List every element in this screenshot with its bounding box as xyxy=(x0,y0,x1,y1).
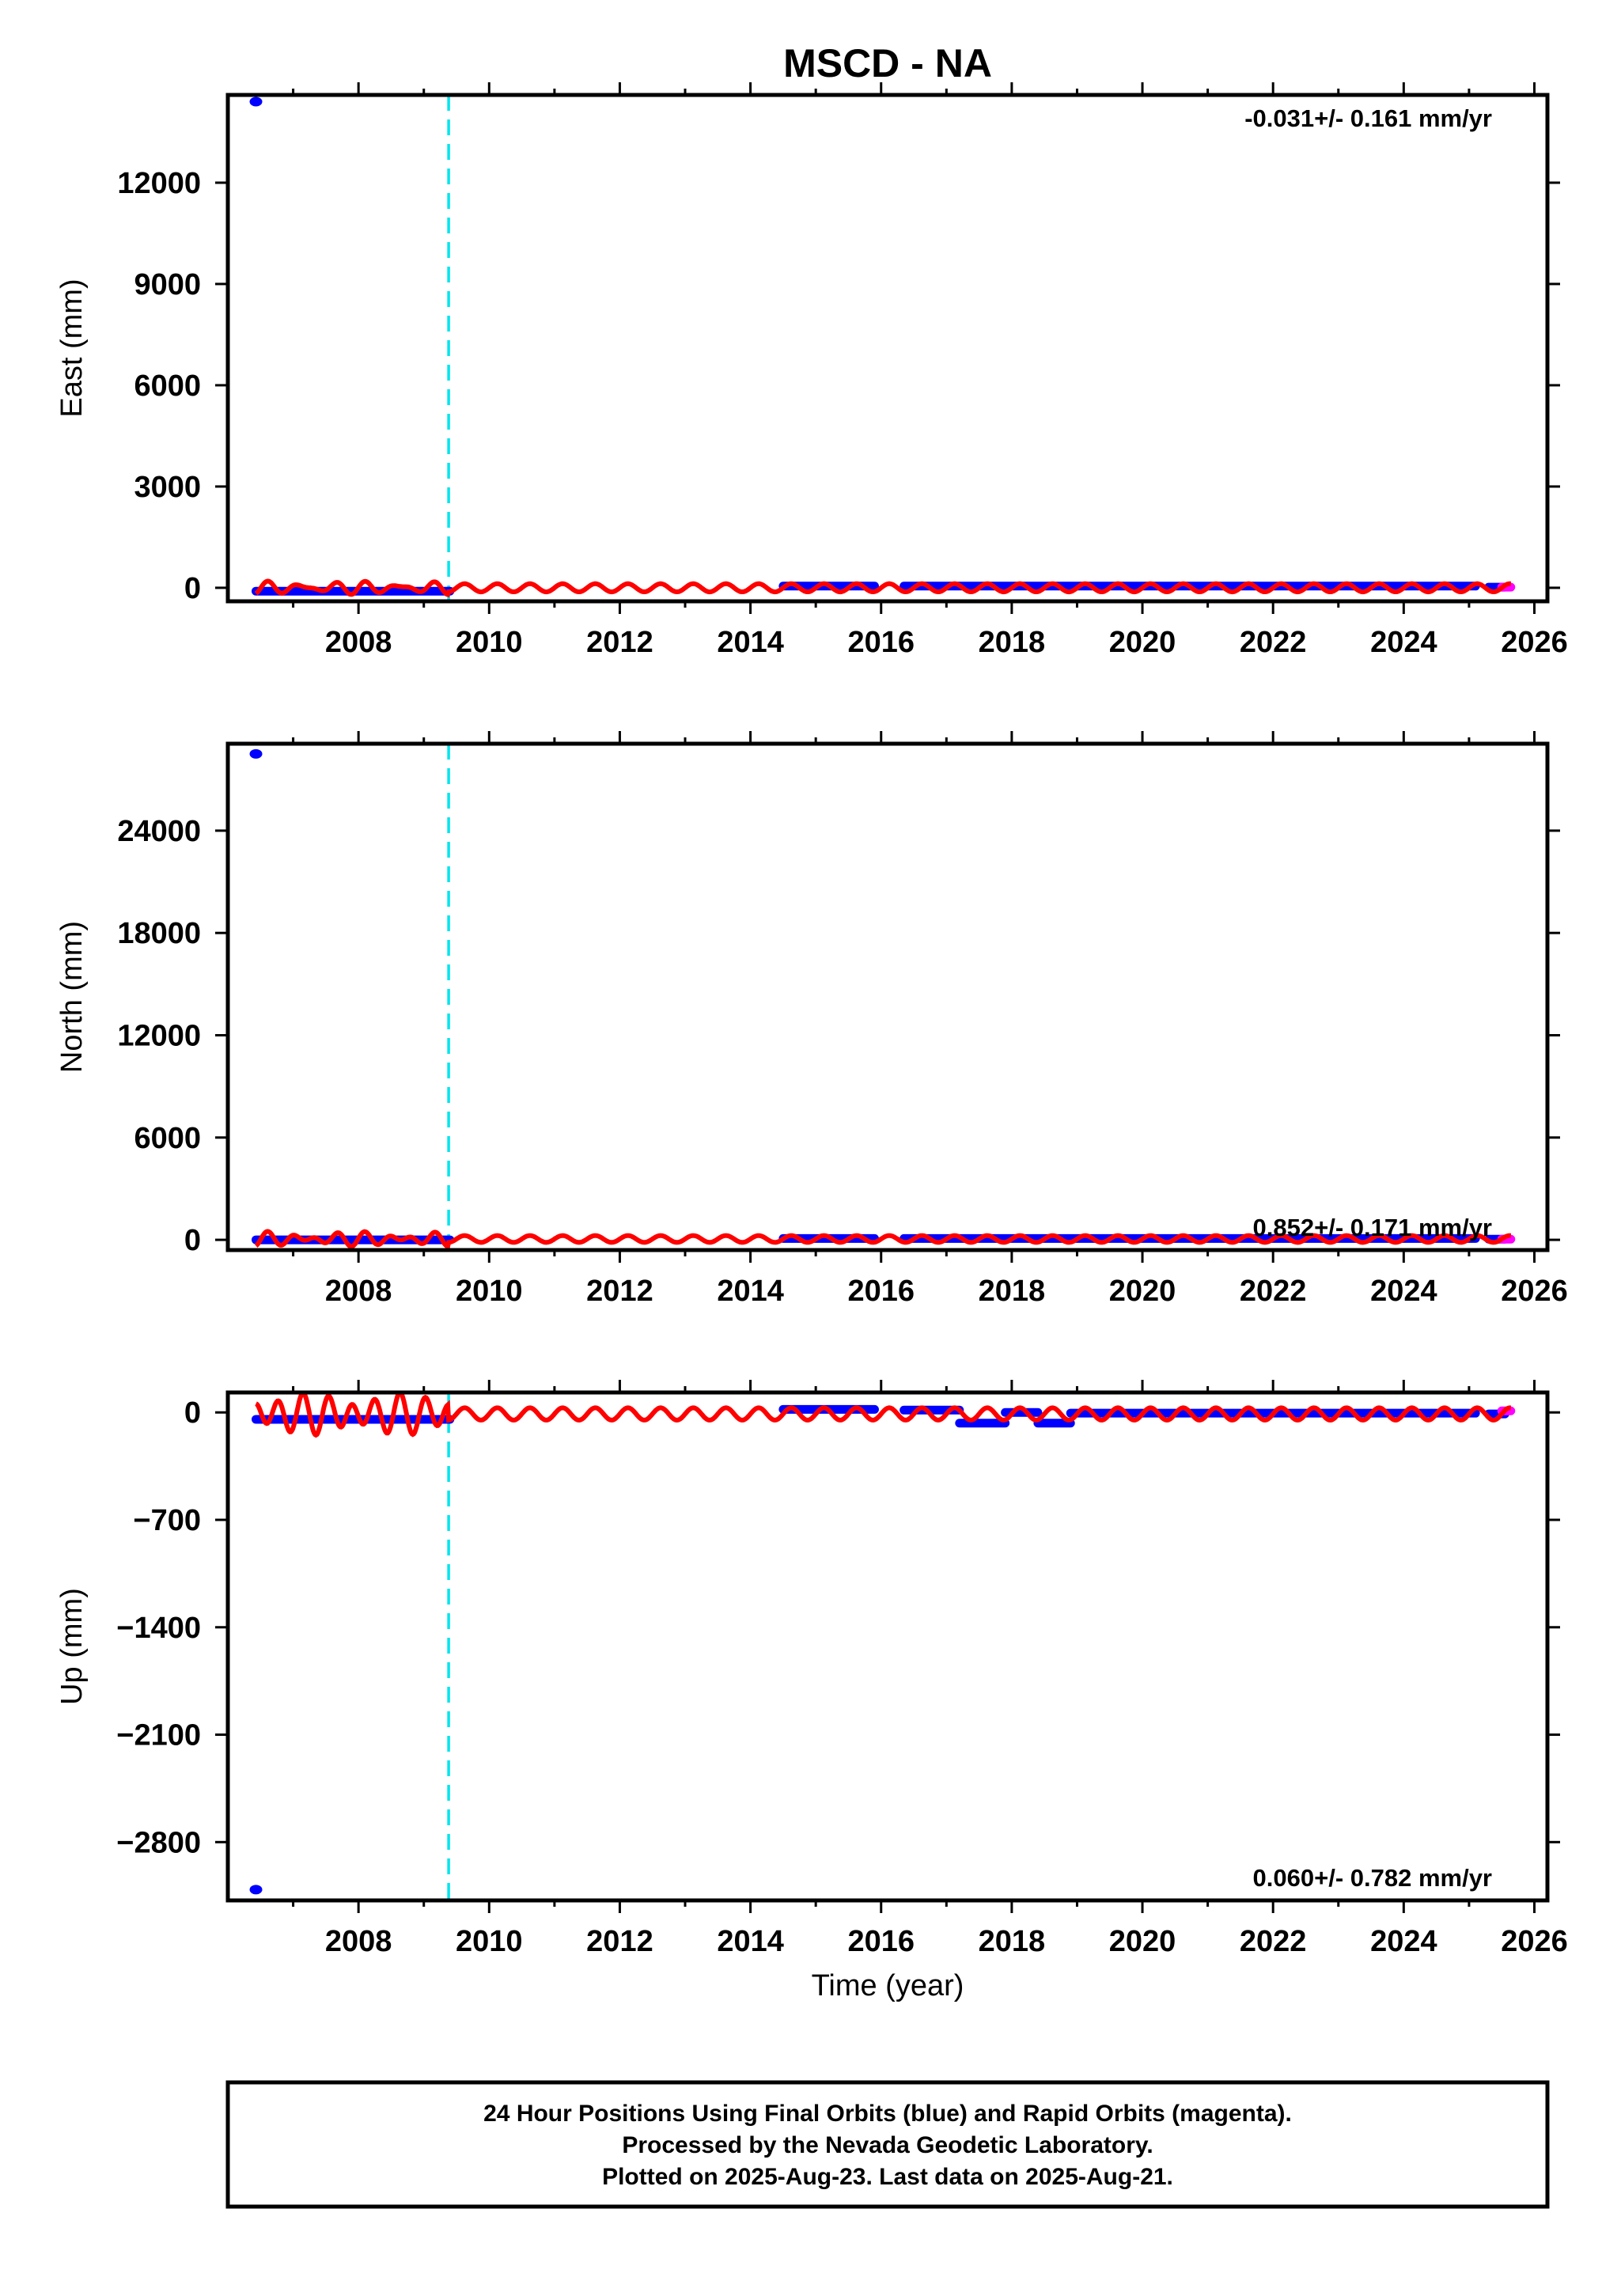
north-panel: 2008 2010 2012 2014 2016 2018 2020 2022 2024 2026… xyxy=(55,731,1568,1308)
east-outlier-point xyxy=(249,97,263,107)
x-tick-label: 2016 xyxy=(847,1925,915,1958)
x-tick-label: 2014 xyxy=(717,626,784,659)
x-tick-label: 2020 xyxy=(1109,1925,1176,1958)
x-tick-label: 2024 xyxy=(1370,1925,1437,1958)
north-frame xyxy=(225,741,1550,1252)
up-frame xyxy=(225,1390,1550,1903)
up-model-curve xyxy=(255,1392,1512,1438)
x-tick-label: 2014 xyxy=(717,1275,784,1308)
footer-line-2: Processed by the Nevada Geodetic Laborat… xyxy=(622,2132,1153,2158)
y-tick-label: 9000 xyxy=(134,268,201,301)
x-tick-label: 2022 xyxy=(1240,1925,1307,1958)
x-tick-label: 2020 xyxy=(1109,1275,1176,1308)
east-model-curve xyxy=(254,578,1512,598)
y-tick-label: 24000 xyxy=(117,815,201,848)
x-tick-label: 2026 xyxy=(1501,1275,1568,1308)
north-y-axis-label: North (mm) xyxy=(55,921,89,1073)
y-tick-label: 12000 xyxy=(117,1019,201,1052)
x-tick-label: 2014 xyxy=(717,1925,784,1958)
x-tick-label: 2022 xyxy=(1240,626,1307,659)
x-axis-label: Time (year) xyxy=(812,1969,964,2002)
y-tick-label: 0 xyxy=(184,1224,201,1257)
north-rate-label: 0.852+/- 0.171 mm/yr xyxy=(1253,1214,1492,1241)
y-tick-label: 0 xyxy=(184,572,201,605)
footer-box xyxy=(225,2080,1550,2209)
up-y-axis-label: Up (mm) xyxy=(55,1588,89,1705)
x-tick-label: 2012 xyxy=(586,1275,653,1308)
up-rate-label: 0.060+/- 0.782 mm/yr xyxy=(1253,1864,1492,1892)
x-tick-label: 2026 xyxy=(1501,626,1568,659)
x-tick-label: 2020 xyxy=(1109,626,1176,659)
y-tick-label: −1400 xyxy=(116,1612,201,1645)
x-tick-label: 2012 xyxy=(586,626,653,659)
y-tick-label: −2100 xyxy=(116,1719,201,1752)
x-tick-label: 2012 xyxy=(586,1925,653,1958)
east-y-axis-label: East (mm) xyxy=(55,278,89,417)
east-panel: 2008 2010 2012 2014 2016 2018 2020 2022 2024 2026… xyxy=(55,82,1568,659)
y-tick-label: −2800 xyxy=(116,1826,201,1859)
x-tick-label: 2008 xyxy=(325,626,392,659)
y-tick-label: 6000 xyxy=(134,369,201,403)
x-tick-label: 2010 xyxy=(456,1925,523,1958)
footer-line-3: Plotted on 2025-Aug-23. Last data on 202… xyxy=(602,2164,1173,2190)
x-tick-label: 2022 xyxy=(1240,1275,1307,1308)
x-tick-label: 2008 xyxy=(325,1275,392,1308)
north-model-curve xyxy=(254,1229,1512,1250)
up-panel: 2008 2010 2012 2014 2016 2018 2020 2022 2024 2026… xyxy=(55,1380,1568,1958)
up-plot-area xyxy=(249,1392,1516,1900)
x-tick-label: 2010 xyxy=(456,626,523,659)
x-tick-label: 2016 xyxy=(847,626,915,659)
east-rate-label: -0.031+/- 0.161 mm/yr xyxy=(1244,104,1492,132)
y-tick-label: 12000 xyxy=(117,167,201,200)
north-outlier-point xyxy=(249,748,263,759)
x-tick-label: 2010 xyxy=(456,1275,523,1308)
x-tick-label: 2018 xyxy=(979,626,1046,659)
x-tick-label: 2026 xyxy=(1501,1925,1568,1958)
x-tick-label: 2016 xyxy=(847,1275,915,1308)
y-tick-label: −700 xyxy=(133,1504,201,1537)
up-outlier-point xyxy=(249,1885,263,1895)
east-frame xyxy=(225,93,1550,604)
chart-title: MSCD - NA xyxy=(783,41,992,85)
north-plot-area xyxy=(249,744,1516,1250)
y-tick-label: 3000 xyxy=(134,471,201,504)
x-tick-label: 2024 xyxy=(1370,1275,1437,1308)
y-tick-label: 0 xyxy=(184,1396,201,1430)
footer-line-1: 24 Hour Positions Using Final Orbits (bl… xyxy=(483,2101,1292,2127)
y-tick-label: 6000 xyxy=(134,1122,201,1155)
x-tick-label: 2018 xyxy=(979,1275,1046,1308)
y-tick-label: 18000 xyxy=(117,917,201,950)
x-tick-label: 2008 xyxy=(325,1925,392,1958)
x-tick-label: 2024 xyxy=(1370,626,1437,659)
east-plot-area xyxy=(249,95,1516,601)
x-tick-label: 2018 xyxy=(979,1925,1046,1958)
